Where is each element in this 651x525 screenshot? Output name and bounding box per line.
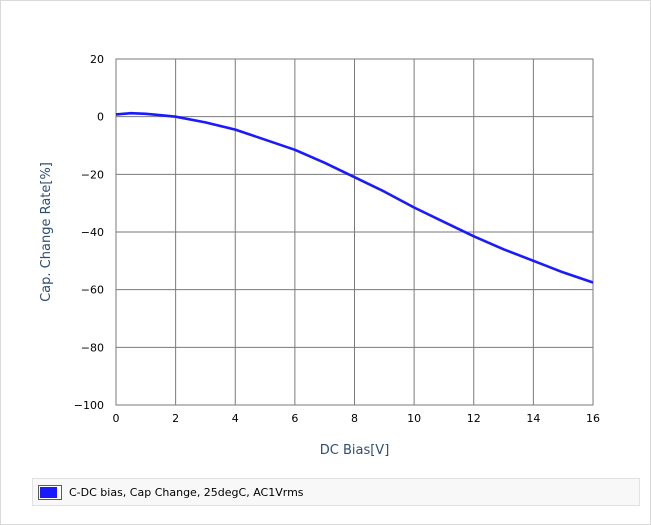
- y-tick-label: 0: [97, 111, 104, 124]
- y-tick-label: −40: [81, 226, 104, 239]
- legend-swatch: [38, 484, 62, 500]
- y-tick-labels: 20 0 −20 −40 −60 −80 −100: [74, 53, 104, 412]
- x-tick-label: 8: [351, 412, 358, 425]
- y-tick-label: −100: [74, 399, 104, 412]
- x-tick-label: 4: [232, 412, 239, 425]
- legend: C-DC bias, Cap Change, 25degC, AC1Vrms: [32, 478, 640, 506]
- x-tick-label: 14: [526, 412, 540, 425]
- y-axis-label: Cap. Change Rate[%]: [39, 162, 54, 302]
- x-tick-label: 0: [113, 412, 120, 425]
- plot-area: [115, 58, 594, 406]
- x-tick-label: 2: [172, 412, 179, 425]
- series-layer: [115, 111, 594, 284]
- series-line: [115, 111, 594, 284]
- x-tick-label: 12: [467, 412, 481, 425]
- legend-label: C-DC bias, Cap Change, 25degC, AC1Vrms: [69, 485, 304, 499]
- x-tick-label: 16: [586, 412, 600, 425]
- x-tick-labels: 0 2 4 6 8 10 12 14 16: [113, 412, 601, 425]
- x-axis-label: DC Bias[V]: [320, 443, 390, 458]
- y-tick-label: −20: [81, 168, 104, 181]
- x-tick-label: 6: [291, 412, 298, 425]
- y-tick-label: −80: [81, 341, 104, 354]
- legend-swatch-fill: [40, 486, 57, 498]
- x-tick-label: 10: [407, 412, 421, 425]
- y-tick-label: −60: [81, 284, 104, 297]
- grid: [115, 58, 594, 406]
- y-tick-label: 20: [90, 53, 104, 66]
